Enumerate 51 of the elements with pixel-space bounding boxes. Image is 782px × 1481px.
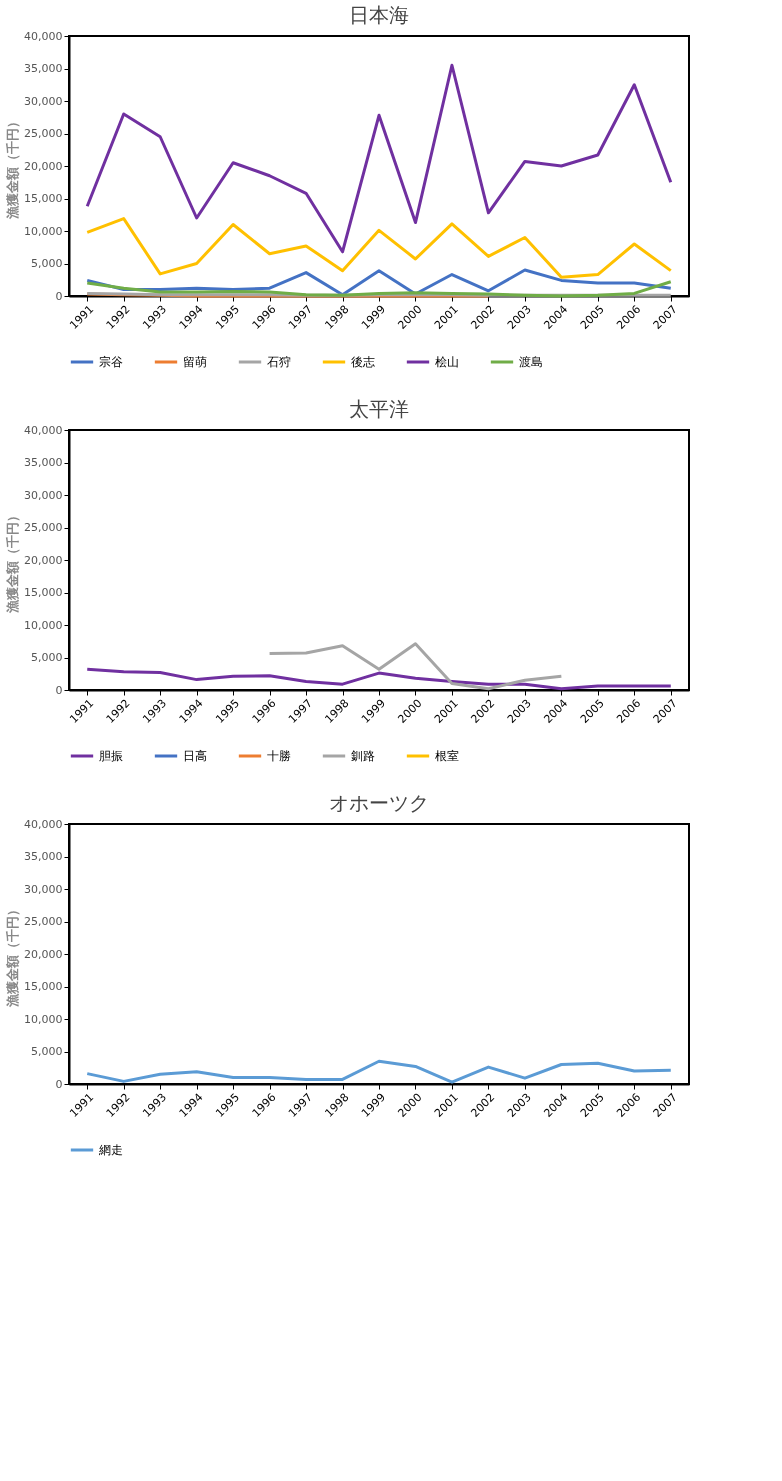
line-series [85, 667, 673, 691]
line-series [85, 217, 673, 279]
y-tick-label: 10,000 [24, 1012, 63, 1026]
legend-label: 渡島 [519, 355, 543, 369]
chart-title: 日本海 [349, 3, 409, 27]
y-tick-label: 35,000 [24, 456, 63, 469]
y-tick-label: 40,000 [24, 29, 63, 43]
y-tick-label: 15,000 [24, 586, 63, 599]
y-tick-label: 15,000 [24, 192, 63, 205]
y-axis-title: 漁獲金額（千円） [5, 508, 21, 614]
y-tick-label: 40,000 [24, 817, 63, 831]
y-tick-label: 20,000 [24, 159, 63, 173]
legend-label: 宗谷 [99, 355, 123, 369]
legend-label: 網走 [98, 1143, 123, 1157]
line-series [85, 63, 673, 254]
chart-title: 太平洋 [349, 397, 409, 421]
y-tick-label: 20,000 [24, 553, 63, 567]
y-tick-label: 35,000 [24, 850, 63, 863]
y-tick-label: 5,000 [31, 1045, 63, 1058]
y-tick-label: 10,000 [24, 618, 63, 632]
y-tick-label: 5,000 [31, 651, 63, 664]
line-series [85, 1059, 673, 1084]
chart-title: オホーツク [329, 791, 429, 815]
legend-label: 日高 [183, 749, 207, 763]
y-tick-label: 0 [55, 1077, 63, 1091]
line-series [85, 280, 673, 298]
legend-label: 十勝 [267, 749, 291, 763]
y-tick-label: 30,000 [24, 882, 63, 896]
y-tick-label: 15,000 [24, 980, 63, 993]
y-tick-label: 30,000 [24, 488, 63, 502]
y-tick-label: 10,000 [24, 224, 63, 238]
y-tick-label: 0 [55, 683, 63, 697]
legend-label: 釧路 [351, 749, 375, 763]
y-axis-title: 漁獲金額（千円） [5, 114, 21, 220]
y-axis-title: 漁獲金額（千円） [5, 902, 21, 1008]
y-tick-label: 35,000 [24, 62, 63, 75]
line-series [268, 642, 563, 691]
legend-label: 根室 [435, 749, 459, 763]
y-tick-label: 25,000 [24, 915, 63, 928]
y-tick-label: 30,000 [24, 94, 63, 108]
y-tick-label: 5,000 [31, 257, 63, 270]
legend-label: 桧山 [435, 355, 459, 369]
y-tick-label: 25,000 [24, 127, 63, 140]
y-tick-label: 20,000 [24, 947, 63, 961]
legend-label: 胆振 [99, 749, 123, 763]
legend-label: 後志 [351, 355, 375, 369]
y-tick-label: 40,000 [24, 423, 63, 437]
y-tick-label: 0 [55, 289, 63, 303]
y-tick-label: 25,000 [24, 521, 63, 534]
legend-label: 石狩 [267, 355, 291, 369]
legend-label: 留萌 [183, 355, 207, 369]
